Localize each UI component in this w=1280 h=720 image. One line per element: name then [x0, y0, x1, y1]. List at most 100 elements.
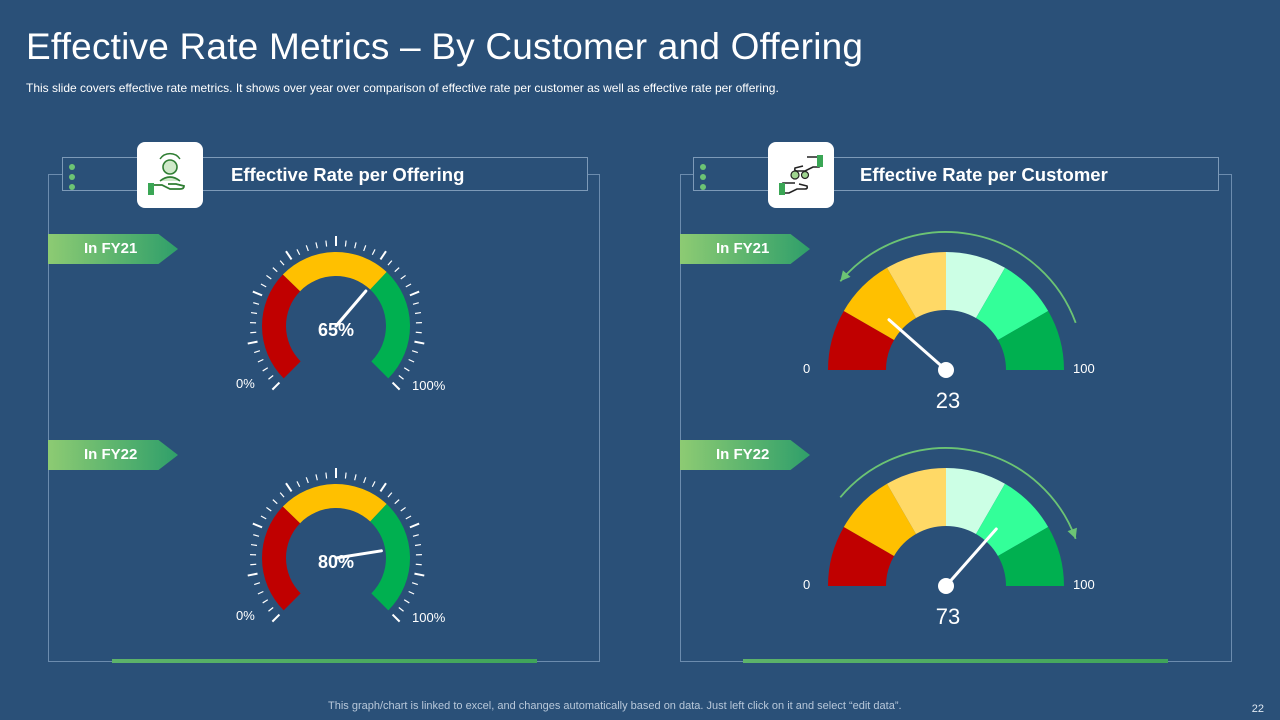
- orange-band: [282, 484, 387, 524]
- gauge-needle: [334, 289, 368, 328]
- tick-mark: [271, 381, 281, 391]
- tick-mark: [405, 515, 412, 520]
- tick-mark: [405, 283, 412, 288]
- mint-band: [946, 468, 1005, 535]
- tick-mark: [344, 240, 347, 247]
- tick-mark: [354, 474, 357, 481]
- gauge-min-label: 0%: [236, 376, 255, 391]
- tick-mark: [262, 367, 269, 372]
- tick-mark: [409, 522, 420, 529]
- tick-mark: [257, 358, 264, 363]
- sand-band: [887, 468, 946, 535]
- tick-mark: [325, 472, 328, 479]
- amber-band: [843, 267, 916, 340]
- dots-icon: [700, 160, 706, 194]
- red-band: [828, 527, 895, 586]
- amber-band: [843, 483, 916, 556]
- tick-mark: [379, 250, 387, 261]
- tick-mark: [408, 590, 415, 595]
- offering-panel-title: Effective Rate per Offering: [231, 164, 465, 185]
- tick-mark: [325, 240, 328, 247]
- lime-band: [976, 267, 1049, 340]
- tag-fy22-offering: In FY22: [48, 440, 178, 470]
- tick-mark: [411, 582, 418, 586]
- tick-mark: [315, 242, 318, 249]
- tick-mark: [412, 302, 419, 305]
- tick-mark: [394, 499, 400, 505]
- orange-band: [282, 252, 387, 292]
- tick-mark: [408, 358, 415, 363]
- tick-mark: [268, 607, 274, 612]
- tick-mark: [414, 340, 425, 345]
- tick-mark: [254, 582, 261, 586]
- tick-mark: [285, 250, 293, 261]
- tick-mark: [272, 267, 278, 273]
- tick-mark: [398, 607, 404, 612]
- tick-mark: [394, 267, 400, 273]
- tick-mark: [379, 482, 387, 493]
- gauge-needle: [887, 318, 948, 372]
- page-number: 22: [1251, 703, 1264, 715]
- tick-mark: [305, 477, 309, 484]
- mint-band: [946, 252, 1005, 319]
- tick-mark: [279, 260, 285, 266]
- tick-mark: [411, 350, 418, 354]
- tick-mark: [260, 515, 267, 520]
- tick-mark: [403, 599, 410, 604]
- needle-hub: [938, 362, 954, 378]
- tick-mark: [247, 340, 258, 345]
- tick-mark: [363, 245, 367, 252]
- green-band: [370, 272, 410, 379]
- slide-title: Effective Rate Metrics – By Customer and…: [26, 26, 864, 67]
- tick-mark: [268, 375, 274, 380]
- tick-mark: [296, 249, 301, 255]
- lime-band: [976, 483, 1049, 556]
- tick-mark: [260, 283, 267, 288]
- tick-mark: [254, 350, 261, 354]
- arc-arrow: [839, 231, 1077, 324]
- tick-mark: [257, 590, 264, 595]
- gauge-max-label: 100%: [412, 378, 446, 393]
- slide-subtitle: This slide covers effective rate metrics…: [26, 81, 779, 95]
- green-band: [997, 527, 1064, 586]
- customer-panel-title: Effective Rate per Customer: [860, 164, 1108, 185]
- tick-mark: [272, 499, 278, 505]
- customer-fy22-gauge: 73 0 100: [803, 447, 1095, 629]
- gauge-max-label: 100: [1073, 577, 1095, 592]
- tick-mark: [305, 245, 309, 252]
- tick-mark: [414, 572, 425, 577]
- hands-gears-icon: [768, 142, 834, 208]
- sand-band: [887, 252, 946, 319]
- tick-mark: [363, 477, 367, 484]
- gauge-max-label: 100: [1073, 361, 1095, 376]
- tick-mark: [391, 613, 401, 623]
- tick-mark: [253, 302, 260, 305]
- tick-mark: [354, 242, 357, 249]
- tick-mark: [371, 481, 376, 487]
- tick-mark: [271, 613, 281, 623]
- red-band: [262, 274, 301, 379]
- tick-mark: [266, 506, 272, 512]
- red-band: [828, 311, 895, 370]
- customer-fy21-gauge: 23 0 100: [803, 231, 1095, 413]
- gauge-value-label: 23: [936, 388, 960, 413]
- tick-mark: [414, 543, 422, 547]
- tick-mark: [403, 367, 410, 372]
- tick-mark: [252, 522, 263, 529]
- tick-mark: [412, 534, 419, 537]
- tick-mark: [253, 534, 260, 537]
- tick-mark: [414, 311, 422, 315]
- gauge-needle: [944, 527, 998, 588]
- tick-mark: [371, 249, 376, 255]
- dots-icon: [69, 160, 75, 194]
- arc-arrowhead: [1067, 527, 1077, 539]
- tick-mark: [387, 260, 393, 266]
- tick-mark: [398, 375, 404, 380]
- green-band: [370, 504, 410, 611]
- tick-mark: [247, 572, 258, 577]
- tick-mark: [296, 481, 301, 487]
- tick-mark: [400, 274, 406, 280]
- tick-mark: [409, 290, 420, 297]
- tick-mark: [387, 492, 393, 498]
- gauge-value-label: 65%: [318, 320, 354, 340]
